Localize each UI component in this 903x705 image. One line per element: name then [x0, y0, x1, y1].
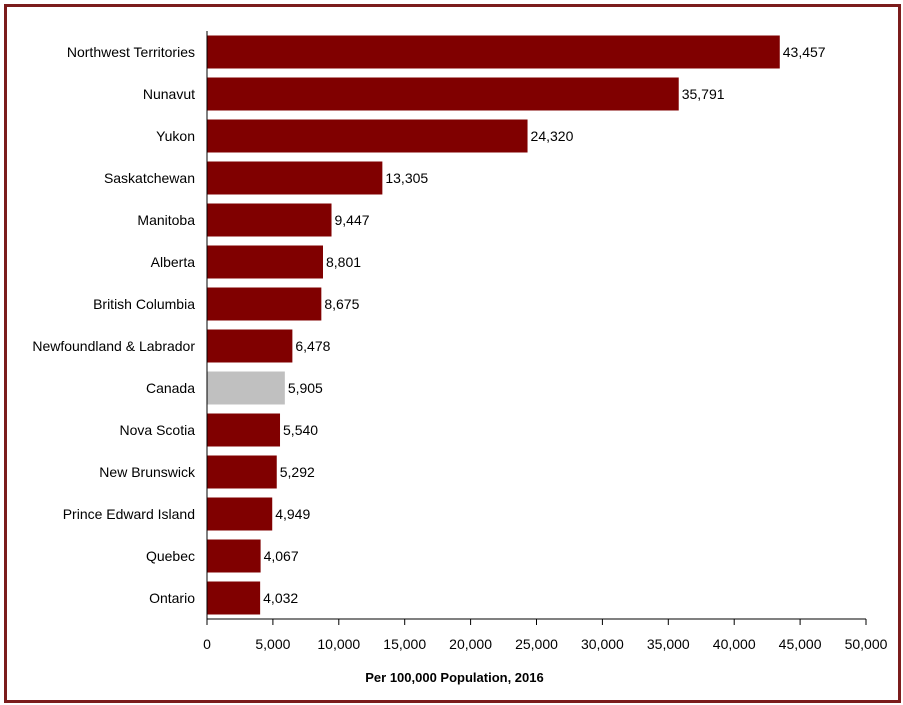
bar-newfoundland-and-labrador [207, 329, 293, 363]
x-tick-label-4: 20,000 [449, 636, 492, 652]
category-label-manitoba: Manitoba [137, 212, 195, 228]
x-tick-label-0: 0 [203, 636, 211, 652]
bar-nova-scotia [207, 413, 281, 447]
category-label-ontario: Ontario [149, 590, 195, 606]
value-label-nova-scotia: 5,540 [283, 422, 318, 438]
bars-group [207, 35, 780, 615]
category-label-yukon: Yukon [156, 128, 195, 144]
category-label-newfoundland-and-labrador: Newfoundland & Labrador [32, 338, 195, 354]
bar-prince-edward-island [207, 497, 273, 531]
category-label-alberta: Alberta [151, 254, 196, 270]
x-tick-label-6: 30,000 [581, 636, 624, 652]
x-tick-label-10: 50,000 [845, 636, 888, 652]
bar-new-brunswick [207, 455, 277, 489]
bar-alberta [207, 245, 323, 279]
category-label-nova-scotia: Nova Scotia [120, 422, 196, 438]
bar-quebec [207, 539, 261, 573]
category-label-northwest-territories: Northwest Territories [67, 44, 195, 60]
category-label-british-columbia: British Columbia [93, 296, 195, 312]
bar-ontario [207, 581, 261, 615]
category-label-quebec: Quebec [146, 548, 195, 564]
bar-northwest-territories [207, 35, 780, 69]
bar-yukon [207, 119, 528, 153]
x-tick-label-3: 15,000 [383, 636, 426, 652]
x-tick-label-7: 35,000 [647, 636, 690, 652]
value-label-yukon: 24,320 [531, 128, 574, 144]
bar-nunavut [207, 77, 679, 111]
bar-canada [207, 371, 285, 405]
x-tick-label-8: 40,000 [713, 636, 756, 652]
x-tick-label-2: 10,000 [317, 636, 360, 652]
value-labels-group: 43,457 35,791 24,320 13,305 9,447 8,801 8,675 6… [263, 44, 826, 606]
value-label-canada: 5,905 [288, 380, 323, 396]
category-label-saskatchewan: Saskatchewan [104, 170, 195, 186]
x-tick-label-1: 5,000 [255, 636, 290, 652]
x-axis: 0 5,000 10,000 15,000 20,000 25,000 30,000 35,0… [203, 31, 888, 652]
value-label-new-brunswick: 5,292 [280, 464, 315, 480]
value-label-british-columbia: 8,675 [324, 296, 359, 312]
value-label-nunavut: 35,791 [682, 86, 725, 102]
value-label-newfoundland-and-labrador: 6,478 [295, 338, 330, 354]
value-label-saskatchewan: 13,305 [385, 170, 428, 186]
bar-saskatchewan [207, 161, 383, 195]
category-label-prince-edward-island: Prince Edward Island [63, 506, 195, 522]
bar-british-columbia [207, 287, 322, 321]
category-label-new-brunswick: New Brunswick [99, 464, 196, 480]
value-label-ontario: 4,032 [263, 590, 298, 606]
x-tick-label-9: 45,000 [779, 636, 822, 652]
value-label-quebec: 4,067 [264, 548, 299, 564]
bar-manitoba [207, 203, 332, 237]
category-label-canada: Canada [146, 380, 195, 396]
value-label-northwest-territories: 43,457 [783, 44, 826, 60]
value-label-alberta: 8,801 [326, 254, 361, 270]
value-label-manitoba: 9,447 [335, 212, 370, 228]
x-tick-label-5: 25,000 [515, 636, 558, 652]
category-label-nunavut: Nunavut [143, 86, 195, 102]
value-label-prince-edward-island: 4,949 [275, 506, 310, 522]
category-labels-group: Northwest Territories Nunavut Yukon Saskatc… [32, 44, 196, 606]
x-axis-title: Per 100,000 Population, 2016 [365, 670, 543, 685]
